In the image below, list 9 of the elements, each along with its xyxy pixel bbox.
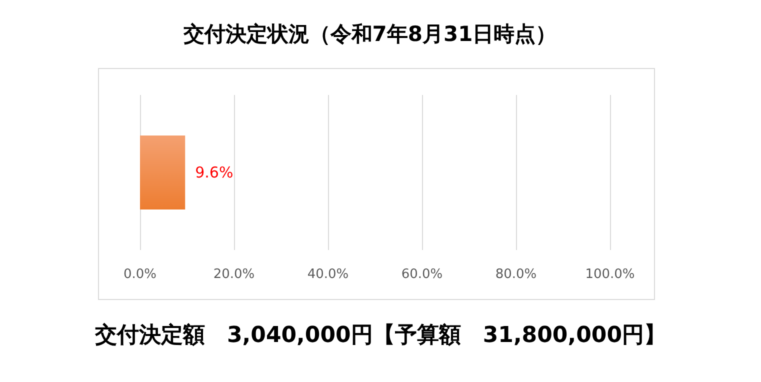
x-tick-label: 80.0% xyxy=(495,267,537,282)
text: 交付決定額 3,040,000円【予算額 31,800,000円】 xyxy=(94,322,668,350)
x-tick-label: 60.0% xyxy=(401,267,443,282)
x-tick-label: 20.0% xyxy=(213,267,255,282)
x-tick-label: 100.0% xyxy=(585,267,635,282)
chart-title: 交付決定状況（令和7年8月31日時点） xyxy=(182,21,558,48)
x-tick-label: 0.0% xyxy=(123,267,157,282)
data-label: 9.6% xyxy=(195,164,234,182)
x-tick-label: 40.0% xyxy=(307,267,349,282)
